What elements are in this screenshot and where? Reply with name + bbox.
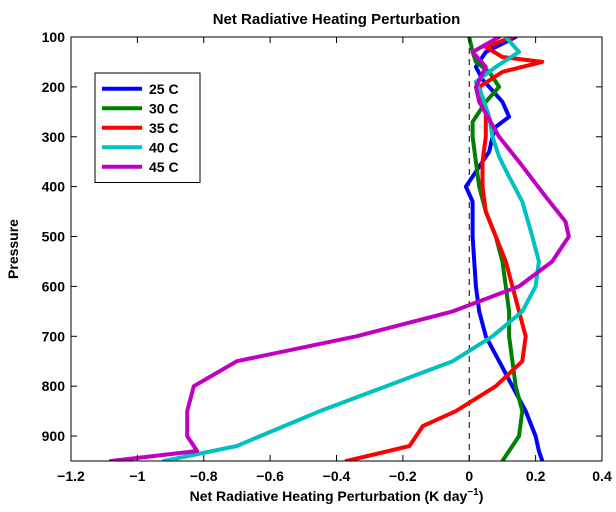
legend-label: 30 C (149, 100, 179, 116)
x-tick-label: −0.8 (190, 468, 218, 484)
legend-label: 25 C (149, 81, 179, 97)
x-axis-label-suffix: ) (479, 488, 484, 504)
x-tick-label: 0.4 (592, 468, 612, 484)
legend-label: 35 C (149, 120, 179, 136)
y-tick-label: 400 (42, 179, 66, 195)
x-tick-label: −1.2 (57, 468, 85, 484)
x-tick-label: 0 (465, 468, 473, 484)
series-group (108, 37, 571, 461)
series-line-25c (463, 37, 545, 461)
x-tick-label: −0.4 (323, 468, 351, 484)
x-axis-label-superscript: −1 (467, 487, 479, 498)
x-axis: −1.2 −1 −0.8 −0.6 −0.4 −0.2 0 0.2 0.4 (57, 37, 612, 484)
y-axis: 100 200 300 400 500 600 700 800 900 (42, 29, 602, 444)
x-tick-label: −1 (129, 468, 145, 484)
x-axis-label-main: Net Radiative Heating Perturbation (K da… (190, 488, 468, 504)
legend: 25 C 30 C 35 C 40 C 45 C (94, 72, 201, 183)
legend-label: 45 C (149, 159, 179, 175)
y-tick-label: 700 (42, 328, 66, 344)
x-tick-label: −0.6 (256, 468, 284, 484)
y-axis-label: Pressure (5, 219, 21, 279)
y-tick-label: 100 (42, 29, 66, 45)
y-tick-label: 200 (42, 79, 66, 95)
series-line-35c (344, 37, 545, 461)
y-tick-label: 500 (42, 229, 66, 245)
x-tick-label: −0.2 (389, 468, 417, 484)
x-tick-label: 0.2 (526, 468, 546, 484)
legend-label: 40 C (149, 139, 179, 155)
y-tick-label: 800 (42, 378, 66, 394)
y-tick-label: 300 (42, 129, 66, 145)
y-tick-label: 600 (42, 278, 66, 294)
series-line-45c (108, 37, 571, 461)
chart-title: Net Radiative Heating Perturbation (213, 11, 461, 28)
y-tick-label: 900 (42, 428, 66, 444)
x-axis-label: Net Radiative Heating Perturbation (K da… (190, 487, 484, 504)
